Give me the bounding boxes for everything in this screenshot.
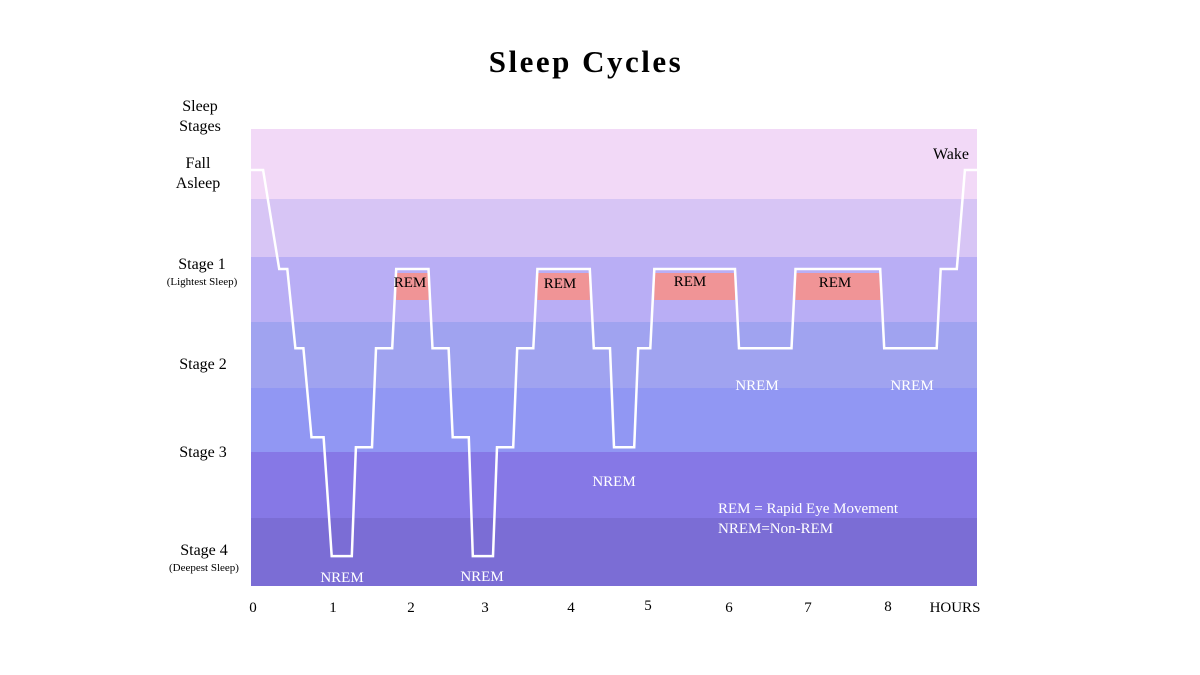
x-axis-unit: HOURS [929, 600, 981, 616]
band-stage1-top [251, 199, 977, 257]
rem-label-2: REM [543, 276, 577, 292]
rem-label-4: REM [818, 275, 852, 291]
band-stage4 [251, 518, 977, 586]
x-tick-3: 3 [481, 600, 489, 616]
y-axis-title-line1: Sleep [182, 98, 218, 115]
fall-asleep-line1: Fall [185, 155, 211, 172]
legend-rem: REM = Rapid Eye Movement [718, 501, 899, 517]
band-stage3 [251, 452, 977, 518]
rem-block-1 [396, 273, 429, 300]
stage1-note: (Lightest Sleep) [166, 276, 238, 288]
hypnogram-line [251, 168, 977, 558]
band-awake [251, 129, 977, 199]
rem-block-4 [795, 273, 881, 300]
stage4-label: Stage 4 [180, 542, 228, 559]
legend: REM = Rapid Eye Movement NREM=Non-REM [718, 499, 898, 539]
stage-label-2: Stage 2 [179, 356, 227, 373]
x-tick-2: 2 [407, 600, 415, 616]
stage1-label: Stage 1 [178, 256, 226, 273]
nrem-label-1: NREM [320, 570, 364, 586]
x-tick-0: 0 [249, 600, 257, 616]
y-axis-title: Sleep Stages [168, 97, 232, 137]
x-tick-5: 5 [644, 598, 652, 614]
rem-label-1: REM [393, 275, 427, 291]
x-tick-4: 4 [567, 600, 575, 616]
x-tick-1: 1 [329, 600, 337, 616]
x-tick-8: 8 [884, 599, 892, 615]
nrem-label-4: NREM [735, 378, 779, 394]
y-axis-title-line2: Stages [179, 118, 221, 135]
rem-label-3: REM [673, 274, 707, 290]
stage-label-3: Stage 3 [179, 444, 227, 461]
nrem-label-2: NREM [460, 569, 504, 585]
rem-block-2 [537, 273, 590, 300]
stage-label-fall-asleep: Fall Asleep [166, 154, 230, 194]
x-tick-7: 7 [804, 600, 812, 616]
band-stage2-upper [251, 322, 977, 388]
legend-nrem: NREM=Non-REM [718, 521, 834, 537]
stage4-note: (Deepest Sleep) [169, 562, 239, 574]
stage-label-4: Stage 4 (Deepest Sleep) [150, 541, 258, 575]
rem-block-3 [654, 273, 735, 300]
x-tick-6: 6 [725, 600, 733, 616]
wake-label: Wake [932, 146, 970, 163]
nrem-label-3: NREM [592, 474, 636, 490]
stage-label-1: Stage 1 (Lightest Sleep) [150, 255, 254, 289]
fall-asleep-line2: Asleep [175, 175, 221, 192]
chart-title: Sleep Cycles [488, 44, 684, 79]
nrem-label-5: NREM [890, 378, 934, 394]
